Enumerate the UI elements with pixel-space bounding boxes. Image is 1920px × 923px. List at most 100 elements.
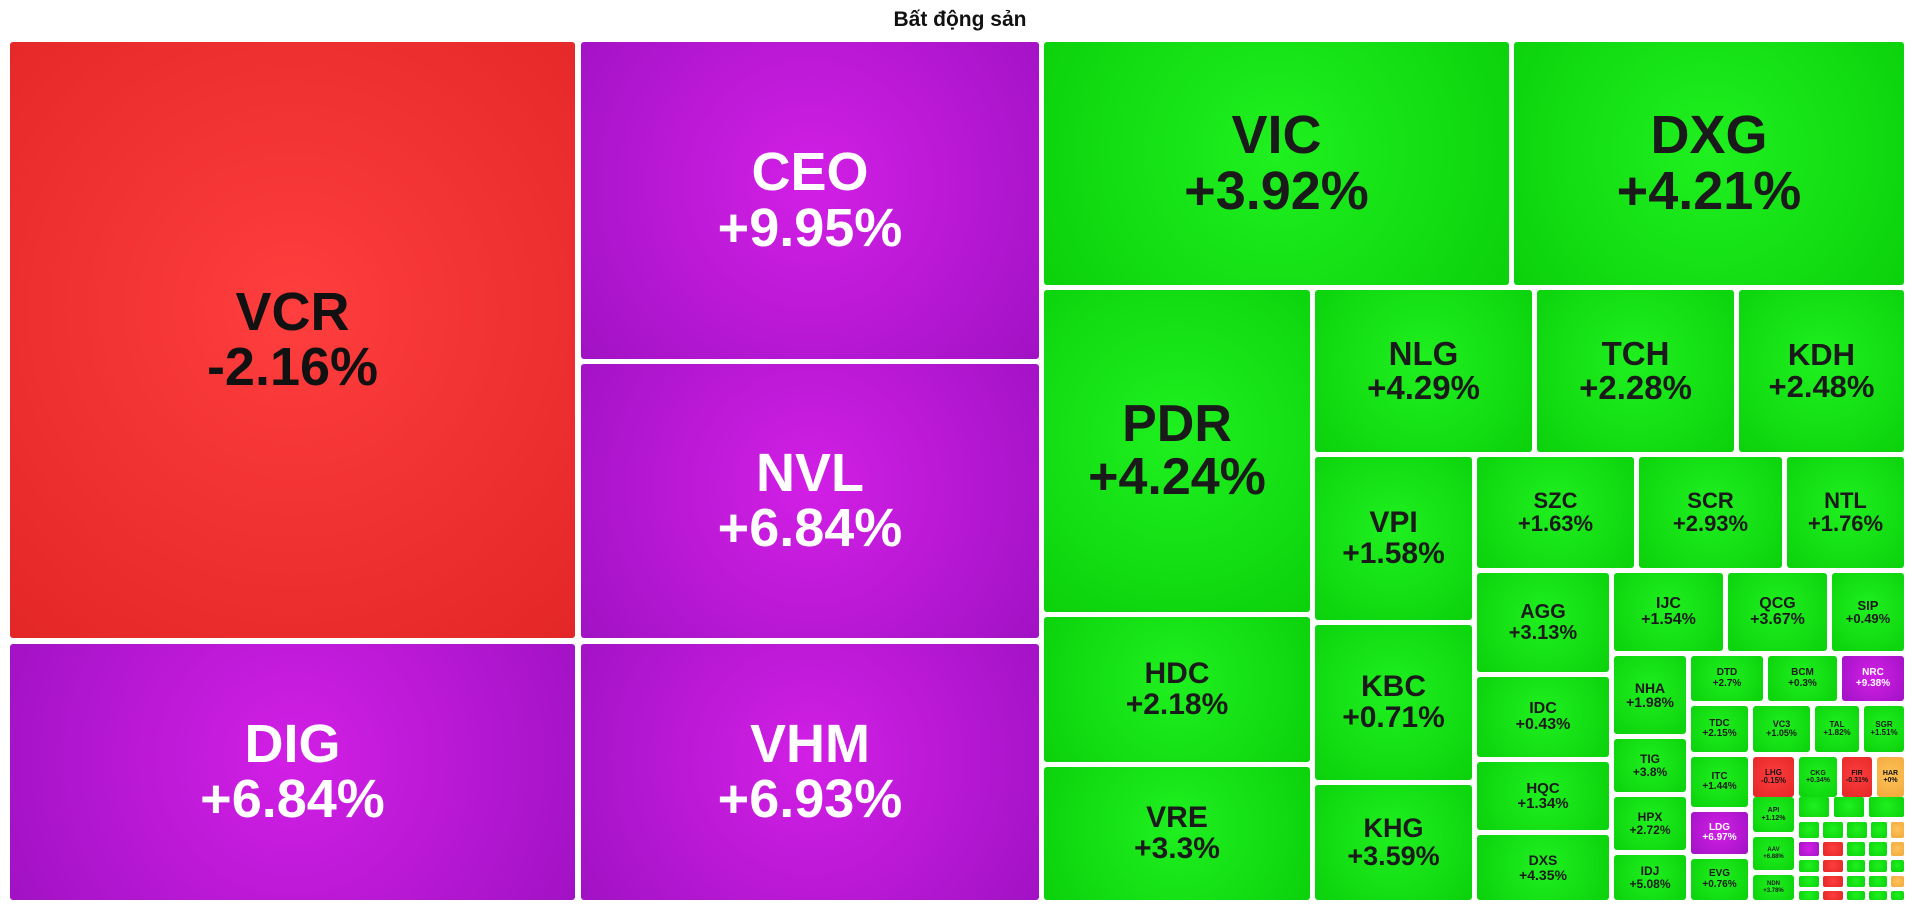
tile-small[interactable] bbox=[1847, 860, 1865, 872]
tile-small[interactable] bbox=[1823, 822, 1843, 838]
ticker-label: TAL bbox=[1829, 719, 1845, 729]
tile-small[interactable] bbox=[1823, 842, 1843, 856]
tile-ceo[interactable]: CEO +9.95% bbox=[581, 42, 1039, 359]
tile-vpi[interactable]: VPI +1.58% bbox=[1315, 457, 1472, 620]
tile-hpx[interactable]: HPX +2.72% bbox=[1614, 797, 1686, 850]
tile-ckg[interactable]: CKG +0.34% bbox=[1799, 757, 1837, 797]
tile-small[interactable] bbox=[1823, 876, 1843, 887]
ticker-label: VPI bbox=[1369, 505, 1418, 539]
ticker-label: FIR bbox=[1851, 769, 1863, 777]
tile-vhm[interactable]: VHM +6.93% bbox=[581, 644, 1039, 900]
tile-small[interactable] bbox=[1847, 891, 1865, 900]
tile-small[interactable] bbox=[1891, 842, 1904, 856]
tile-fir[interactable]: FIR -0.31% bbox=[1842, 757, 1872, 797]
tile-sgr[interactable]: SGR +1.51% bbox=[1864, 706, 1904, 752]
tile-small[interactable] bbox=[1799, 876, 1819, 887]
tile-vc3[interactable]: VC3 +1.05% bbox=[1753, 706, 1810, 752]
tile-aav[interactable]: AAV +6.88% bbox=[1753, 837, 1794, 870]
tile-tig[interactable]: TIG +3.8% bbox=[1614, 739, 1686, 792]
ticker-label: PDR bbox=[1122, 394, 1232, 453]
tile-small[interactable] bbox=[1869, 842, 1887, 856]
tile-small[interactable] bbox=[1871, 822, 1887, 838]
tile-hdc[interactable]: HDC +2.18% bbox=[1044, 617, 1310, 762]
change-label: +1.98% bbox=[1626, 694, 1674, 710]
tile-small[interactable] bbox=[1823, 891, 1843, 900]
change-label: +4.24% bbox=[1088, 448, 1266, 506]
tile-vre[interactable]: VRE +3.3% bbox=[1044, 767, 1310, 900]
tile-small[interactable] bbox=[1891, 822, 1904, 838]
ticker-label: AAV bbox=[1767, 847, 1780, 854]
tile-nrc[interactable]: NRC +9.38% bbox=[1842, 656, 1904, 701]
tile-small[interactable] bbox=[1799, 842, 1819, 856]
tile-tal[interactable]: TAL +1.82% bbox=[1815, 706, 1859, 752]
tile-agg[interactable]: AGG +3.13% bbox=[1477, 573, 1609, 672]
tile-nha[interactable]: NHA +1.98% bbox=[1614, 656, 1686, 734]
ticker-label: TCH bbox=[1601, 335, 1670, 373]
change-label: +0.34% bbox=[1806, 777, 1830, 784]
tile-small[interactable] bbox=[1799, 797, 1829, 817]
change-label: +1.63% bbox=[1517, 510, 1594, 536]
tile-small[interactable] bbox=[1891, 876, 1904, 887]
tile-small[interactable] bbox=[1891, 860, 1904, 872]
tile-idc[interactable]: IDC +0.43% bbox=[1477, 677, 1609, 757]
tile-small[interactable] bbox=[1847, 842, 1865, 856]
tile-khg[interactable]: KHG +3.59% bbox=[1315, 785, 1472, 900]
tile-tch[interactable]: TCH +2.28% bbox=[1537, 290, 1734, 452]
ticker-label: NTL bbox=[1824, 488, 1867, 514]
tile-small[interactable] bbox=[1891, 891, 1904, 900]
tile-ijc[interactable]: IJC +1.54% bbox=[1614, 573, 1723, 651]
tile-hqc[interactable]: HQC +1.34% bbox=[1477, 762, 1609, 830]
tile-vcr[interactable]: VCR -2.16% bbox=[10, 42, 575, 638]
change-label: +1.12% bbox=[1761, 814, 1786, 822]
tile-small[interactable] bbox=[1834, 797, 1864, 817]
tile-ndn[interactable]: NDN +3.78% bbox=[1753, 875, 1794, 900]
tile-small[interactable] bbox=[1799, 891, 1819, 900]
tile-sip[interactable]: SIP +0.49% bbox=[1832, 573, 1904, 651]
tile-small[interactable] bbox=[1869, 797, 1904, 817]
tile-api[interactable]: API +1.12% bbox=[1753, 797, 1794, 832]
tile-kbc[interactable]: KBC +0.71% bbox=[1315, 625, 1472, 780]
tile-ntl[interactable]: NTL +1.76% bbox=[1787, 457, 1904, 568]
tile-scr[interactable]: SCR +2.93% bbox=[1639, 457, 1782, 568]
tile-small[interactable] bbox=[1847, 822, 1867, 838]
tile-dig[interactable]: DIG +6.84% bbox=[10, 644, 575, 900]
tile-small[interactable] bbox=[1869, 860, 1887, 872]
change-label: +3.3% bbox=[1134, 831, 1220, 865]
tile-small[interactable] bbox=[1869, 891, 1887, 900]
change-label: +2.72% bbox=[1629, 822, 1671, 837]
tile-vic[interactable]: VIC +3.92% bbox=[1044, 42, 1509, 285]
tile-dtd[interactable]: DTD +2.7% bbox=[1691, 656, 1763, 701]
change-label: +1.51% bbox=[1870, 728, 1898, 737]
tile-dxs[interactable]: DXS +4.35% bbox=[1477, 835, 1609, 900]
tile-itc[interactable]: ITC +1.44% bbox=[1691, 757, 1748, 807]
tile-nvl[interactable]: NVL +6.84% bbox=[581, 364, 1039, 638]
tile-tdc[interactable]: TDC +2.15% bbox=[1691, 706, 1748, 752]
tile-dxg[interactable]: DXG +4.21% bbox=[1514, 42, 1904, 285]
tile-bcm[interactable]: BCM +0.3% bbox=[1768, 656, 1837, 701]
tile-small[interactable] bbox=[1847, 876, 1865, 887]
tile-small[interactable] bbox=[1799, 822, 1819, 838]
tile-small[interactable] bbox=[1869, 876, 1887, 887]
tile-nlg[interactable]: NLG +4.29% bbox=[1315, 290, 1532, 452]
tile-ldg[interactable]: LDG +6.97% bbox=[1691, 812, 1748, 854]
tile-small[interactable] bbox=[1799, 860, 1819, 872]
ticker-label: KDH bbox=[1787, 337, 1856, 373]
change-label: +2.93% bbox=[1672, 510, 1749, 536]
tile-har[interactable]: HAR +0% bbox=[1877, 757, 1904, 797]
tile-szc[interactable]: SZC +1.63% bbox=[1477, 457, 1634, 568]
tile-evg[interactable]: EVG +0.76% bbox=[1691, 859, 1748, 900]
tile-pdr[interactable]: PDR +4.24% bbox=[1044, 290, 1310, 612]
tile-idj[interactable]: IDJ +5.08% bbox=[1614, 855, 1686, 900]
ticker-label: ITC bbox=[1711, 770, 1728, 782]
tile-qcg[interactable]: QCG +3.67% bbox=[1728, 573, 1827, 651]
tile-kdh[interactable]: KDH +2.48% bbox=[1739, 290, 1904, 452]
change-label: +6.84% bbox=[200, 769, 385, 829]
change-label: -2.16% bbox=[206, 337, 379, 397]
ticker-label: VCR bbox=[235, 281, 350, 342]
change-label: +6.84% bbox=[717, 498, 903, 558]
tile-small[interactable] bbox=[1823, 860, 1843, 872]
change-label: +2.15% bbox=[1702, 728, 1737, 739]
ticker-label: TDC bbox=[1709, 717, 1730, 729]
ticker-label: VRE bbox=[1146, 800, 1208, 834]
tile-lhg[interactable]: LHG -0.15% bbox=[1753, 757, 1794, 797]
